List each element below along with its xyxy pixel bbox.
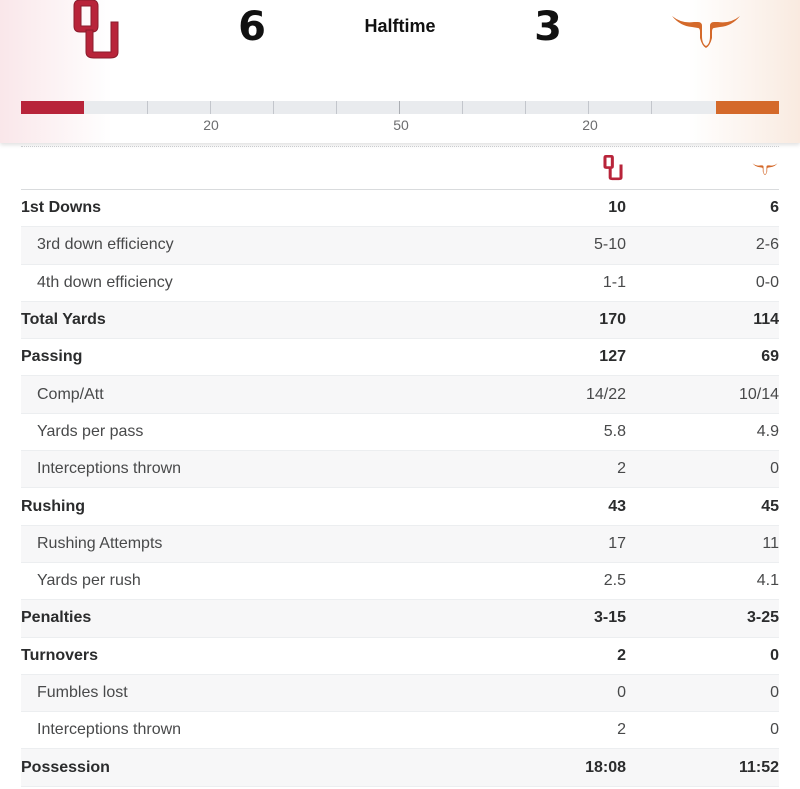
stat-label: Possession: [21, 758, 110, 776]
stat-label: Passing: [21, 348, 83, 366]
stat-label: 4th down efficiency: [37, 273, 173, 291]
stat-label: Interceptions thrown: [37, 460, 182, 478]
stat-home-value: 14/22: [585, 385, 626, 403]
stat-home-value: 2: [617, 646, 626, 664]
stat-row: Rushing Attempts 17 11: [21, 525, 779, 563]
yard-tick: [147, 101, 148, 114]
stat-label: Comp/Att: [37, 385, 104, 403]
yard-tick: [525, 101, 526, 114]
stat-row: Possession 18:08 11:52: [21, 749, 779, 787]
yard-label: 50: [393, 117, 409, 133]
stat-away-value: 0: [770, 646, 779, 664]
stats-rows: 1st Downs 10 6 3rd down efficiency 5-10 2-6 4t…: [21, 190, 779, 787]
longhorn-logo-icon: [672, 16, 740, 48]
yard-tick: [210, 101, 211, 114]
stats-table-header: [21, 147, 779, 190]
yard-tick: [462, 101, 463, 114]
stat-away-value: 0-0: [755, 273, 779, 291]
stat-row: Yards per pass 5.8 4.9: [21, 414, 779, 452]
stat-label: Total Yards: [21, 311, 106, 329]
stat-away-value: 0: [770, 684, 779, 701]
stat-row: Passing 127 69: [21, 339, 779, 377]
home-endzone: [21, 101, 84, 114]
yard-tick: [336, 101, 337, 114]
stat-label: Penalties: [21, 609, 92, 627]
scoreboard-header: 6 Halftime 3 20 50 20: [0, 0, 800, 143]
stat-row: Total Yards 170 114: [21, 301, 779, 340]
stat-home-value: 127: [599, 348, 626, 366]
yard-tick: [273, 101, 274, 114]
stat-row: Rushing 43 45: [21, 488, 779, 526]
home-score: 6: [238, 4, 266, 50]
stat-away-value: 0: [770, 460, 779, 478]
yard-label: 20: [582, 117, 598, 133]
longhorn-logo-icon: [752, 163, 778, 175]
stat-away-value: 4.9: [756, 422, 779, 440]
stat-home-value: 18:08: [585, 758, 626, 776]
stat-home-value: 5.8: [603, 422, 626, 440]
stat-label: Rushing Attempts: [37, 534, 163, 552]
ou-logo-icon: [73, 0, 119, 59]
away-score: 3: [534, 4, 562, 50]
stat-row: Turnovers 2 0: [21, 638, 779, 675]
stat-home-value: 2.5: [603, 572, 626, 590]
field-position-bar: [21, 101, 779, 114]
stat-away-value: 11:52: [738, 758, 779, 776]
game-status: Halftime: [364, 16, 436, 36]
stat-row: Penalties 3-15 3-25: [21, 600, 779, 638]
stat-label: Yards per pass: [37, 422, 144, 440]
stat-away-value: 114: [753, 311, 779, 329]
stat-row: 4th down efficiency 1-1 0-0: [21, 265, 779, 302]
stat-home-value: 170: [599, 311, 626, 329]
stat-away-value: 45: [761, 497, 779, 515]
stat-label: Turnovers: [21, 646, 99, 664]
midfield-tick: [399, 101, 400, 114]
away-endzone: [716, 101, 779, 114]
stat-away-value: 69: [761, 348, 779, 366]
stat-row: Interceptions thrown 2 0: [21, 451, 779, 489]
stat-away-value: 2-6: [755, 236, 779, 254]
yard-label: 20: [203, 117, 219, 133]
stat-away-value: 0: [770, 721, 779, 739]
stat-label: Rushing: [21, 497, 85, 515]
stat-label: Yards per rush: [37, 572, 141, 590]
stat-away-value: 10/14: [738, 385, 779, 403]
stat-label: Interceptions thrown: [37, 721, 182, 739]
stat-home-value: 3-15: [593, 609, 626, 627]
stat-row: Yards per rush 2.5 4.1: [21, 563, 779, 601]
yard-tick: [651, 101, 652, 114]
stat-label: 3rd down efficiency: [37, 236, 174, 254]
yard-tick: [588, 101, 589, 114]
stat-home-value: 5-10: [593, 236, 626, 254]
stat-away-value: 6: [770, 199, 779, 217]
stat-away-value: 11: [762, 534, 779, 552]
stat-away-value: 4.1: [756, 572, 779, 590]
stat-row: Comp/Att 14/22 10/14: [21, 376, 779, 414]
stat-away-value: 3-25: [746, 609, 779, 627]
team-stats-table: 1st Downs 10 6 3rd down efficiency 5-10 2-6 4t…: [21, 146, 779, 787]
stat-home-value: 43: [608, 497, 626, 515]
stat-home-value: 0: [617, 684, 626, 701]
stat-home-value: 10: [608, 199, 626, 217]
stat-label: 1st Downs: [21, 199, 102, 217]
stat-row: Interceptions thrown 2 0: [21, 712, 779, 750]
stat-label: Fumbles lost: [37, 684, 128, 701]
stat-row: 1st Downs 10 6: [21, 190, 779, 228]
stat-home-value: 2: [617, 460, 626, 478]
stat-home-value: 1-1: [602, 273, 626, 291]
stat-row: Fumbles lost 0 0: [21, 674, 779, 713]
stat-home-value: 17: [608, 534, 626, 552]
stat-row: 3rd down efficiency 5-10 2-6: [21, 227, 779, 265]
ou-logo-icon: [603, 155, 623, 181]
stat-home-value: 2: [617, 721, 626, 739]
